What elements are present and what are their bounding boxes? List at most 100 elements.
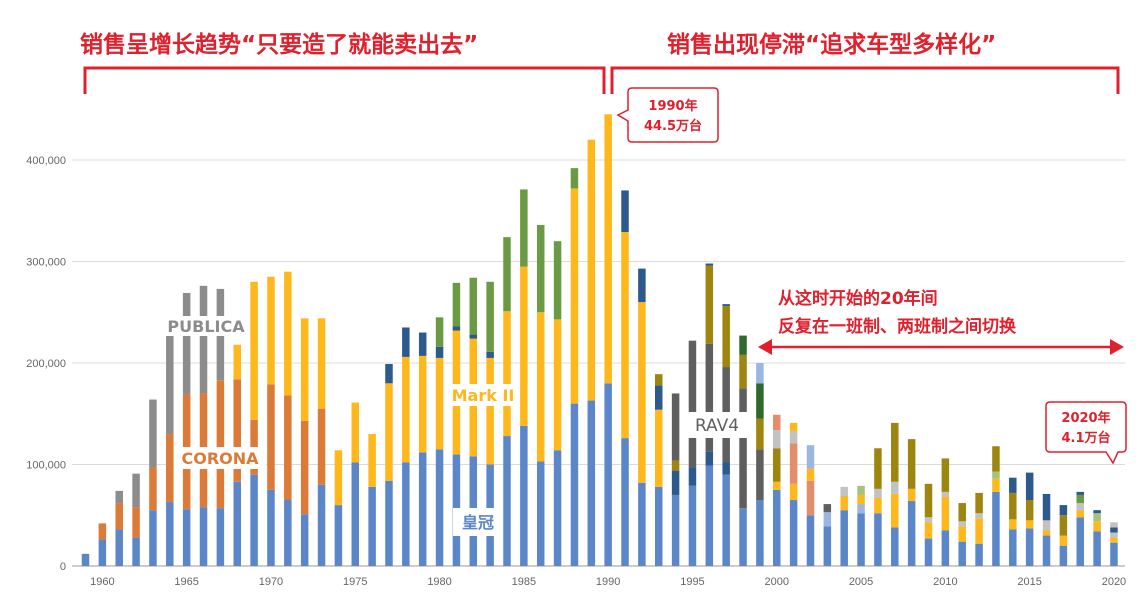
annotation-arrow-right [1110,339,1124,355]
latest-callout-year: 2020年 [1061,410,1110,426]
bar-segment-corona [166,434,174,503]
y-tick-label: 100,000 [26,460,66,472]
peak-callout-year: 1990年 [648,98,697,114]
publica-label: PUBLICA [167,317,245,336]
bar-segment-crown [1042,535,1051,566]
bar-segment-darkgray [756,449,764,501]
bar-segment-markII [402,356,410,463]
bar-segment-markII [992,478,1000,492]
bar-segment-darkgray [688,340,697,468]
bar-segment-crown [115,529,123,566]
bar-segment-crown [570,403,579,566]
bar-segment-navy [418,332,427,356]
bar-segment-navy [486,351,494,358]
bar-segment-markII [570,188,579,404]
bar-segment-olive [992,446,1000,472]
bar-segment-corona [149,467,157,511]
bar-segment-olive [722,306,730,368]
bar-segment-markII [891,493,899,528]
header-left-title: 销售呈增长趋势“只要造了就能卖出去” [80,31,478,58]
bar-segment-crown [317,484,326,566]
bar-segment-crown [587,400,596,566]
x-tick-label: 2000 [765,576,789,588]
bar-segment-markII [638,302,646,483]
peak-callout: 1990年 44.5万台 [616,87,719,143]
bar-segment-markII [1042,530,1051,536]
bar-segment-lightgray [891,481,899,494]
bar-segment-crown [182,509,191,566]
bar-segment-crown [722,474,730,566]
bar-segment-markII [958,526,966,542]
bar-segment-lightblue [823,512,832,527]
bar-segment-green [536,224,545,313]
bar-segment-navy [1059,505,1068,516]
series-labels: PUBLICA CORONA Mark II 皇冠 RAV4 [165,316,750,536]
bar-segment-olive [907,439,916,489]
corona-label: CORONA [181,449,259,468]
bar-segment-crown [418,452,427,566]
bar-segment-markII [874,497,882,514]
bar-segment-crown [604,383,612,566]
bar-segment-markII [587,139,596,401]
bar-segment-crown [705,465,714,566]
bar-segment-publica [166,332,174,435]
latest-callout-value: 4.1万台 [1061,430,1110,446]
bar-segment-publica [149,399,157,468]
bar-segment-crown [300,514,309,566]
latest-callout: 2020年 4.1万台 [1045,401,1127,465]
bar-segment-darkgray [823,504,832,513]
bar-segment-markII [773,481,781,490]
bar-segment-darkgray [705,343,714,452]
annotation: 从这时开始的20年间 反复在一班制、两班制之间切换 [758,288,1124,355]
bar-segment-darkgreen [756,383,764,419]
bar-segment-navy [1025,472,1034,501]
bar-segment-markII [1110,537,1118,543]
bar-segment-crown [402,462,410,566]
bar-segment-green [469,277,478,335]
bar-segment-crown [975,543,983,566]
header-right-title: 销售出现停滞“追求车型多样化” [667,31,996,58]
crown-label-bg [453,508,503,536]
bar-segment-crown [823,526,832,566]
bar-segment-markII [924,522,933,539]
bar-segment-markII [1093,521,1101,532]
bar-segment-olive [1025,500,1034,521]
bar-segment-navy [1110,527,1118,533]
bar-segment-markII [806,468,815,481]
bar-segment-green [486,281,494,352]
bar-segment-markII [503,311,511,437]
bar-segment-markII [1059,535,1068,546]
bar-segment-olive [1009,492,1017,520]
bar-segment-markII [1076,510,1084,518]
bar-segment-navy [435,346,444,358]
bar-segment-markII [317,318,326,409]
bar-segment-olive [874,448,882,489]
bar-segment-navy [469,334,478,339]
bar-segment-crown [385,480,393,566]
bar-segment-navy [722,462,730,475]
bar-segment-lightgreen [1093,513,1101,522]
bar-segment-markII [1009,519,1017,530]
bar-segment-crown [536,461,545,566]
bar-segment-corona [233,379,241,482]
bar-segment-corona [284,395,292,501]
bar-segment-lightgreen [857,485,865,495]
bar-segment-crown [891,527,899,566]
bar-segment-corona [300,420,309,515]
bar-segment-publica [115,490,123,504]
bar-segment-crown [924,538,933,566]
x-tick-label: 1980 [427,576,451,588]
bar-segment-lightblue [756,363,764,384]
bar-segment-crown [503,436,511,566]
markii-label: Mark II [452,386,515,405]
bar-segment-crown [267,489,275,566]
bar-segment-lightgray [1110,532,1118,538]
corona-label-bg [174,447,266,469]
bar-segment-corona [317,408,326,485]
bar-segment-crown [789,500,798,566]
bar-segment-markII [654,409,663,487]
bar-segment-crown [1009,529,1017,566]
bar-segment-green [570,168,579,189]
bar-segment-crown [1059,545,1068,566]
bar-segment-publica [132,473,140,508]
